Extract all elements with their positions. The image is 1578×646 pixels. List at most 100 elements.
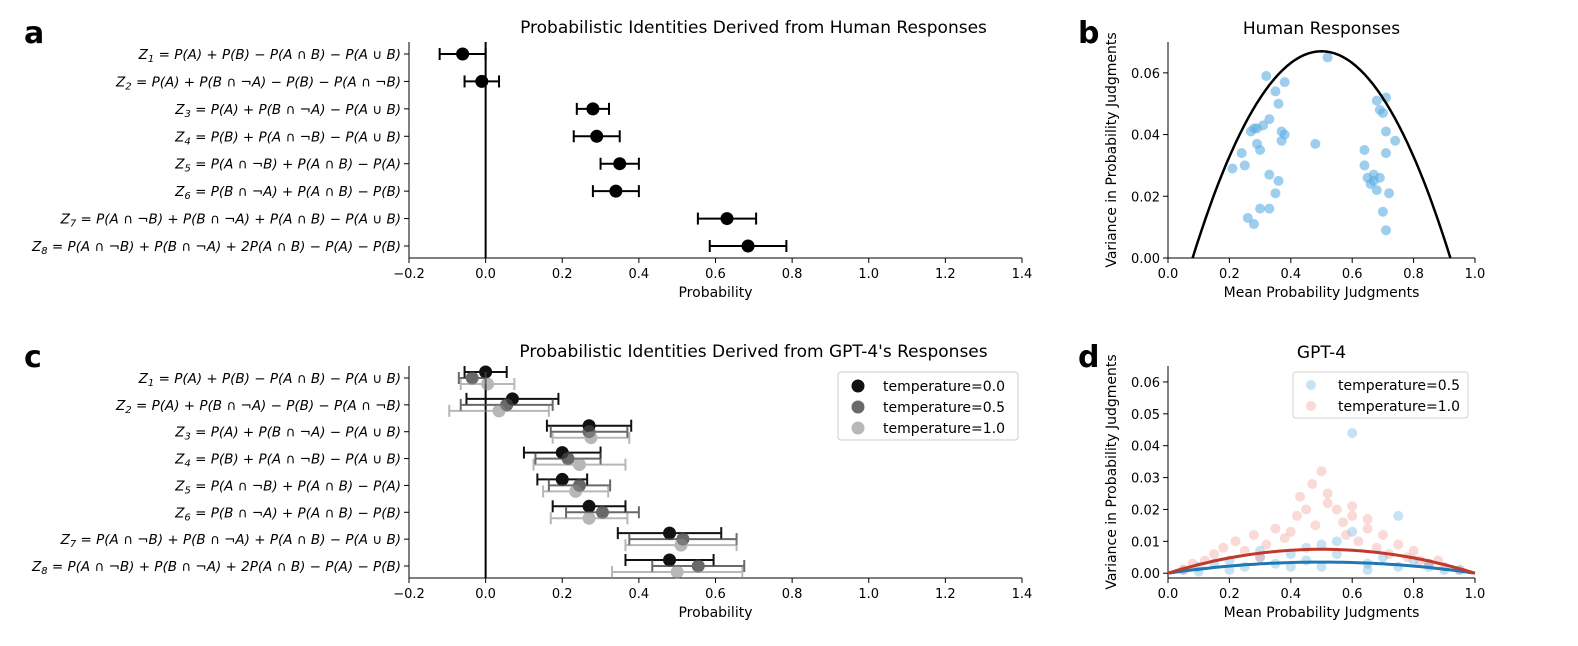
scatter-point [1380, 126, 1391, 137]
scatter-point [1347, 501, 1358, 512]
errorbar-2 [551, 431, 631, 445]
x-tick-label: 0.2 [1219, 587, 1240, 602]
y-axis-label: Variance in Probability Judgments [1104, 354, 1120, 589]
scatter-point [1218, 542, 1229, 553]
scatter-point [1239, 160, 1250, 171]
y-tick-label: Z6 = P(B ∩ ¬A) + P(A ∩ B) − P(B) [174, 184, 401, 202]
scatter-point [1273, 175, 1284, 186]
x-tick-label: 1.2 [935, 267, 956, 282]
errorbar-2 [611, 565, 744, 579]
scatter-point [1307, 478, 1318, 489]
panel-d-chart: 0.0 0.2 0.4 0.6 0.8 1.0 0.00 0.01 0.02 0.03 0.04 0.… [1104, 343, 1485, 621]
data-point [691, 559, 705, 573]
scatter-point [1264, 169, 1275, 180]
scatter-point [1273, 98, 1284, 109]
panel-b-chart: 0.0 0.2 0.4 0.6 0.8 1.0 0.00 0.02 0.04 0.06 Mean P… [1104, 19, 1485, 301]
x-tick-label: 0.4 [1280, 267, 1301, 282]
errorbar-2 [532, 458, 627, 472]
y-tick-label: 0.06 [1131, 67, 1160, 82]
scatter-point [1331, 536, 1342, 547]
scatter-point [1248, 529, 1259, 540]
legend-marker [851, 379, 865, 393]
x-tick-label: 0.2 [1219, 267, 1240, 282]
data-point [590, 129, 604, 143]
scatter-point [1380, 225, 1391, 236]
scatter-point [1227, 163, 1238, 174]
data-point [663, 553, 677, 567]
scatter-point [1316, 539, 1327, 550]
data-point [481, 377, 495, 391]
data-point [586, 102, 600, 116]
scatter-point [1377, 107, 1388, 118]
x-tick-label: 1.4 [1012, 587, 1033, 602]
errorbar-0 [599, 157, 640, 171]
x-tick-label: 0.8 [1403, 587, 1424, 602]
x-tick-label: 1.0 [858, 267, 879, 282]
fit-curve [1167, 560, 1476, 575]
errorbar-0 [616, 526, 723, 540]
panel-letter-c: c [24, 340, 42, 375]
x-tick-label: 1.0 [858, 587, 879, 602]
scatter-point [1341, 529, 1352, 540]
scatter-point [1374, 172, 1385, 183]
data-point [582, 499, 596, 513]
x-tick-label: 0.4 [1280, 587, 1301, 602]
y-tick-label: Z5 = P(A ∩ ¬B) + P(A ∩ B) − P(A) [174, 157, 401, 175]
x-tick-label: 0.6 [1342, 267, 1363, 282]
scatter-point [1310, 138, 1321, 149]
y-tick-label: 0.05 [1131, 408, 1160, 423]
y-axis-label: Variance in Probability Judgments [1104, 32, 1120, 267]
fit-curve [1191, 50, 1452, 259]
x-tick-label: 1.0 [1465, 267, 1486, 282]
data-point [475, 74, 489, 88]
errorbar-2 [448, 404, 550, 418]
y-tick-label: 0.01 [1131, 535, 1160, 550]
scatter-point [1252, 123, 1263, 134]
data-point [674, 538, 688, 552]
scatter-point [1371, 185, 1382, 196]
x-tick-label: 0.8 [782, 587, 803, 602]
data-point [561, 452, 575, 466]
x-tick-label: 0.8 [1403, 267, 1424, 282]
scatter-point [1270, 86, 1281, 97]
scatter-point [1261, 539, 1272, 550]
errorbar-1 [651, 559, 746, 573]
x-tick-label: 1.0 [1465, 587, 1486, 602]
scatter-point [1347, 427, 1358, 438]
errorbar-0 [551, 499, 627, 513]
x-tick-label: 0.0 [475, 267, 496, 282]
x-axis-label: Mean Probability Judgments [1224, 285, 1420, 301]
scatter-point [1322, 488, 1333, 499]
scatter-point [1371, 95, 1382, 106]
x-tick-label: 0.2 [552, 587, 573, 602]
legend-marker [1306, 401, 1316, 411]
y-tick-label: 0.03 [1131, 472, 1160, 487]
data-point [609, 184, 623, 198]
chart-title: Human Responses [1243, 19, 1400, 39]
scatter-point [1371, 542, 1382, 553]
scatter-point [1393, 510, 1404, 521]
y-tick-label: Z7 = P(A ∩ ¬B) + P(B ∩ ¬A) + P(A ∩ B) − … [60, 532, 401, 550]
data-point [555, 472, 569, 486]
scatter-point [1316, 466, 1327, 477]
fit-curve [1167, 547, 1476, 575]
errorbar-0 [591, 184, 640, 198]
legend-label: temperature=0.0 [883, 379, 1005, 395]
x-tick-label: 0.6 [705, 267, 726, 282]
scatter-point [1236, 148, 1247, 159]
x-tick-label: 0.6 [1342, 587, 1363, 602]
errorbar-2 [459, 377, 516, 391]
scatter-point [1261, 70, 1272, 81]
scatter-point [1248, 219, 1259, 230]
data-point [572, 458, 586, 472]
errorbar-1 [459, 398, 554, 412]
scatter-point [1359, 160, 1370, 171]
scatter-point [1285, 561, 1296, 572]
errorbar-0 [438, 47, 487, 61]
panel-a-chart: −0.2 0.0 0.2 0.4 0.6 0.8 1.0 1.2 1.4 Probability P… [31, 18, 1032, 301]
scatter-point [1295, 491, 1306, 502]
scatter-point [1301, 542, 1312, 553]
x-tick-label: 0.0 [475, 587, 496, 602]
y-tick-label: Z3 = P(A) + P(B ∩ ¬A) − P(A ∪ B) [174, 102, 401, 120]
data-point [663, 526, 677, 540]
